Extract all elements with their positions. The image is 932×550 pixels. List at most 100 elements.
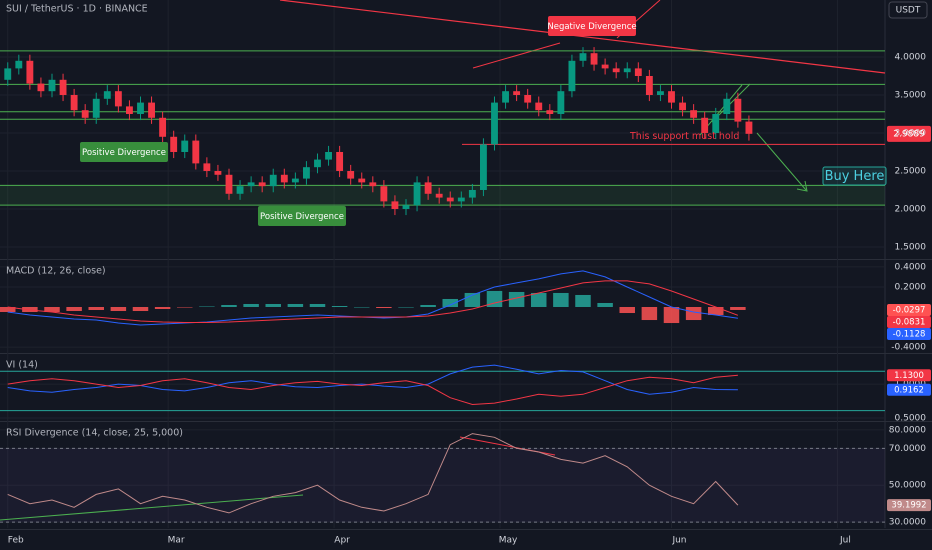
last-value-tag <box>887 369 931 382</box>
candle-body <box>480 144 487 190</box>
y-tick-label: 1.5000 <box>895 242 927 252</box>
histogram-bar <box>619 307 635 314</box>
annotation-box <box>258 206 346 226</box>
histogram-bar <box>420 304 436 307</box>
marks-layer <box>0 47 931 523</box>
candle-body <box>59 79 67 95</box>
annotation-box <box>80 142 168 162</box>
candle-body <box>446 197 454 202</box>
last-value-label: 39.1992 <box>891 501 926 511</box>
candle-body <box>712 113 720 133</box>
candle-body <box>81 110 89 118</box>
histogram-bar <box>486 290 503 307</box>
y-tick-label: 2.0000 <box>895 204 927 214</box>
candle-body <box>247 182 255 187</box>
histogram-bar <box>177 307 193 308</box>
histogram-bar <box>508 291 525 307</box>
y-tick-label: 0.2000 <box>895 282 927 292</box>
x-tick-label: Feb <box>8 536 24 546</box>
histogram-bar <box>265 303 281 307</box>
x-tick-label: May <box>499 536 518 546</box>
candle-body <box>435 193 443 198</box>
histogram-bar <box>221 304 237 307</box>
last-price-tag <box>887 125 931 142</box>
candle-body <box>258 182 266 187</box>
x-tick-label: Apr <box>334 536 350 546</box>
last-price-label: 2.9889 <box>893 129 925 139</box>
last-value-tag <box>887 303 931 316</box>
candle-body <box>70 94 78 111</box>
histogram-bar <box>376 307 392 309</box>
candle-body <box>568 60 576 92</box>
candle-body <box>734 98 742 122</box>
candle-body <box>491 102 498 145</box>
x-tick-label: Jul <box>839 536 851 546</box>
candle-body <box>15 60 23 69</box>
last-value-label: 0.9162 <box>894 385 924 395</box>
candle-body <box>26 60 34 84</box>
arrow-head <box>796 180 808 192</box>
annotation-label: Negative Divergence <box>547 22 636 32</box>
candle-body <box>369 182 377 187</box>
y-tick-label: 0.5000 <box>895 414 927 424</box>
histogram-bar <box>110 307 127 312</box>
candle-body <box>535 102 543 111</box>
histogram-bar <box>685 307 702 321</box>
candle-body <box>413 182 421 206</box>
histogram-bar <box>641 307 658 321</box>
histogram-bar <box>553 292 569 307</box>
y-tick-label: -0.4000 <box>891 343 926 353</box>
histogram-bar <box>708 307 724 316</box>
y-tick-label: 4.0000 <box>895 52 927 62</box>
histogram-bar <box>287 303 304 307</box>
candle-body <box>325 151 332 160</box>
last-value-label: -0.0297 <box>893 305 926 315</box>
candle-body <box>114 91 122 107</box>
labels-layer: SUI / TetherUS · 1D · BINANCE USDT 1.500… <box>6 1 931 546</box>
divergence-line <box>472 42 561 69</box>
x-tick-label: Jun <box>671 536 686 546</box>
candle-body <box>37 83 45 92</box>
histogram-bar <box>354 307 370 308</box>
indicator-line <box>7 280 739 323</box>
y-tick-label: 80.0000 <box>889 425 926 435</box>
y-tick-label: 0.4000 <box>895 262 927 272</box>
symbol-title: SUI / TetherUS · 1D · BINANCE <box>6 4 148 15</box>
candle-body <box>126 106 133 114</box>
candle-body <box>236 186 244 194</box>
last-value-label: 1.1300 <box>894 371 924 381</box>
last-value-tag <box>887 327 931 340</box>
candle-body <box>391 201 399 209</box>
histogram-bar <box>0 307 16 313</box>
histogram-bar <box>243 303 259 307</box>
candle-body <box>192 140 200 164</box>
histogram-bar <box>597 302 613 307</box>
candle-body <box>634 68 642 76</box>
histogram-bar <box>398 307 414 308</box>
candle-body <box>524 94 532 103</box>
candle-body <box>424 182 432 194</box>
level-band <box>0 448 885 523</box>
candle-body <box>468 189 476 198</box>
histogram-bar <box>88 307 104 311</box>
histogram-bar <box>66 307 82 312</box>
candle-body <box>336 151 344 171</box>
candle-body <box>269 174 277 187</box>
indicator-title: VI (14) <box>6 360 38 371</box>
candle-body <box>303 167 310 179</box>
candle-body <box>103 91 111 99</box>
arrow-line <box>756 132 807 191</box>
x-tick-label: Mar <box>168 536 185 546</box>
y-tick-label: 3.5000 <box>895 90 927 100</box>
indicator-title: MACD (12, 26, close) <box>6 266 106 277</box>
candle-body <box>690 110 698 118</box>
candle-body <box>701 117 709 133</box>
candle-body <box>280 174 288 183</box>
y-tick-label: 3.0000 <box>895 128 927 138</box>
candle-body <box>502 91 509 103</box>
histogram-bar <box>575 294 591 307</box>
candle-body <box>347 170 355 179</box>
candle-body <box>48 79 56 92</box>
histogram-bar <box>663 307 680 324</box>
